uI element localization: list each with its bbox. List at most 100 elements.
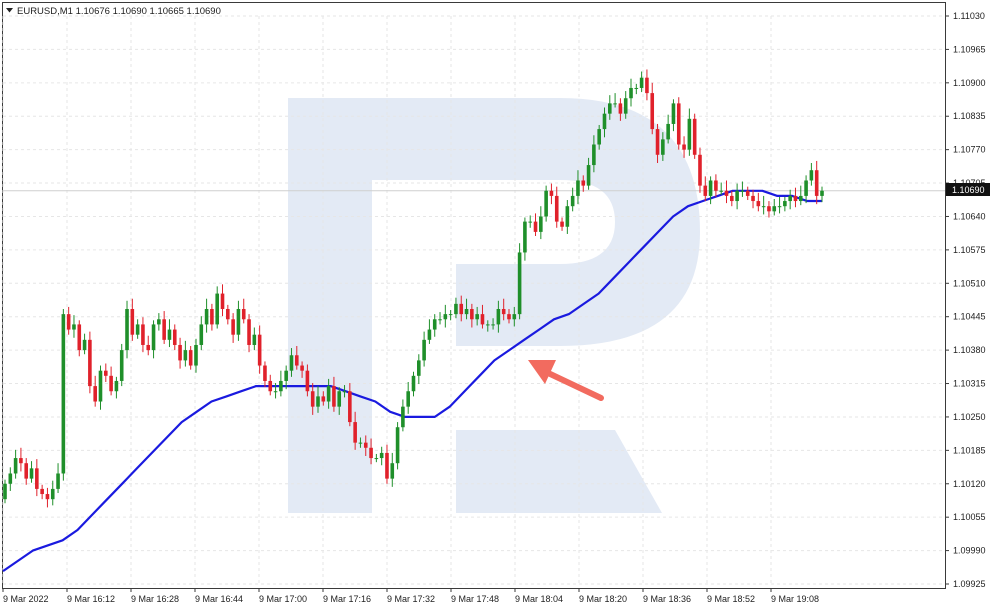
candle-body (650, 93, 655, 130)
candle-body (544, 190, 548, 217)
candle-body (714, 180, 718, 191)
candle-body (66, 314, 71, 330)
candle-body (560, 221, 564, 227)
candle-body (300, 365, 304, 371)
y-tick-label: 1.10835 (953, 111, 986, 121)
x-tick-label: 9 Mar 16:12 (67, 594, 115, 604)
candle-body (682, 144, 686, 150)
x-tick-label: 9 Mar 19:08 (771, 594, 819, 604)
candle-body (814, 170, 819, 196)
candle-body (777, 206, 782, 208)
moving-average-line (2, 189, 822, 573)
candle-body (629, 87, 633, 99)
candle-body (820, 190, 824, 196)
candle-body (172, 329, 177, 345)
candle-body (374, 458, 379, 460)
x-tick-label: 9 Mar 16:44 (195, 594, 243, 604)
candle-body (576, 180, 580, 196)
moving-average (2, 189, 822, 573)
candle-body (687, 118, 692, 150)
candle-body (294, 355, 299, 366)
title-triangle-icon (6, 8, 13, 13)
x-tick-label: 9 Mar 17:16 (323, 594, 371, 604)
candle-body (45, 494, 50, 500)
candle-body (756, 201, 761, 207)
candle-body (109, 375, 113, 392)
candle-body (448, 314, 453, 316)
candle-body (390, 463, 395, 479)
candle-body (724, 190, 729, 196)
y-tick-label: 1.10575 (953, 245, 986, 255)
y-tick-label: 1.10640 (953, 211, 986, 221)
candle-body (454, 303, 458, 315)
candle-body (772, 206, 777, 212)
candle-body (289, 355, 294, 371)
y-tick-label: 1.10250 (953, 412, 986, 422)
candle-body (623, 98, 628, 114)
candle-body (385, 452, 389, 479)
x-tick-label: 9 Mar 17:48 (451, 594, 499, 604)
candle-body (655, 129, 660, 155)
candle-body (512, 314, 517, 320)
candle-body (666, 123, 670, 140)
candle-body (539, 216, 543, 232)
chart-title: EURUSD,M1 1.10676 1.10690 1.10665 1.1069… (17, 6, 221, 17)
candle-body (305, 370, 310, 392)
candle-body (204, 308, 209, 325)
candle-body (692, 118, 697, 155)
candle-body (432, 319, 437, 330)
candle-body (82, 339, 87, 351)
candle-body (268, 380, 273, 392)
candle-body (40, 488, 44, 495)
candle-body (438, 319, 442, 321)
x-tick-label: 9 Mar 18:52 (707, 594, 755, 604)
candle-body (226, 308, 230, 320)
candle-body (316, 396, 320, 407)
candle-body (19, 458, 23, 464)
current-price-text: 1.10690 (952, 185, 985, 195)
y-tick-label: 1.10900 (953, 78, 986, 88)
candle-body (125, 308, 129, 351)
candle-body (528, 221, 533, 223)
candle-body (565, 206, 570, 227)
axes: 1.110301.109651.109001.108351.107701.107… (2, 11, 986, 604)
candle-body (523, 221, 527, 253)
y-tick-label: 1.09990 (953, 546, 986, 556)
candle-body (533, 221, 538, 232)
candle-body (661, 139, 665, 155)
candle-body (178, 344, 182, 361)
candle-body (411, 375, 416, 392)
candle-body (50, 488, 55, 500)
candle-body (358, 442, 363, 444)
candle-body (188, 350, 193, 366)
candle-body (363, 442, 368, 448)
candle-body (761, 206, 766, 208)
candle-body (167, 329, 172, 340)
candle-body (501, 308, 506, 315)
annotation-arrow-icon (528, 360, 604, 401)
candle-body (719, 190, 724, 192)
candle-body (745, 190, 750, 196)
candle-body (88, 339, 92, 387)
candle-body (788, 195, 792, 202)
candle-body (369, 447, 373, 459)
candle-body (804, 180, 808, 196)
candle-body (257, 334, 262, 366)
candle-body (114, 380, 119, 392)
candle-body (231, 319, 235, 335)
candle-body (491, 324, 495, 326)
candle-body (279, 380, 283, 392)
candle-body (586, 165, 591, 186)
candle-body (24, 463, 29, 479)
x-tick-label: 9 Mar 18:04 (515, 594, 563, 604)
x-tick-label: 9 Mar 2022 (3, 594, 49, 604)
candle-body (602, 113, 607, 130)
y-tick-label: 1.10120 (953, 479, 986, 489)
y-tick-label: 1.09925 (953, 579, 986, 589)
candle-body (459, 303, 464, 315)
candle-body (639, 77, 644, 88)
candle-body (581, 180, 586, 186)
candle-body (183, 350, 188, 361)
candle-body (252, 334, 257, 345)
